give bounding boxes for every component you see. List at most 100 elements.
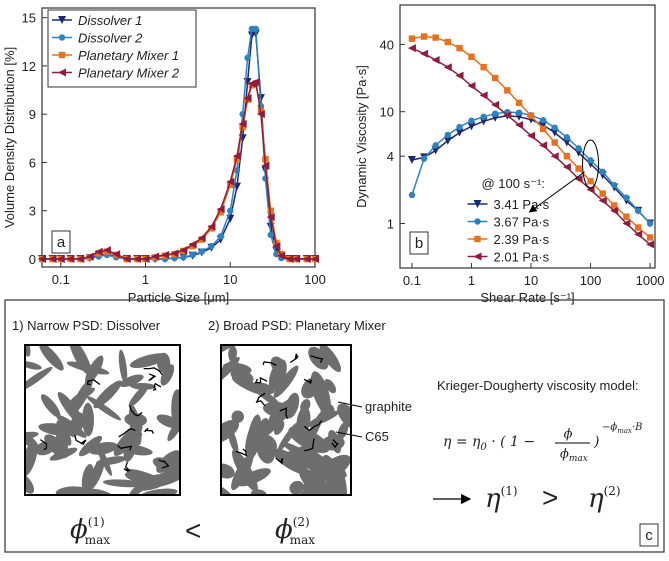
marker — [503, 111, 512, 120]
legend-label: 2.39 Pa·s — [494, 232, 550, 247]
legend-label: Planetary Mixer 1 — [78, 48, 179, 63]
particle — [232, 449, 258, 492]
marker — [527, 131, 536, 140]
marker — [456, 44, 463, 52]
marker — [267, 231, 274, 239]
carbon-black — [310, 355, 324, 363]
particle — [231, 376, 268, 396]
c65-label: C65 — [365, 429, 389, 444]
particle — [258, 434, 278, 453]
marker — [562, 138, 571, 147]
particle — [270, 356, 285, 373]
panel-frame — [4, 299, 665, 553]
marker — [468, 53, 475, 60]
graphite-label: graphite — [365, 399, 412, 414]
carbon-black — [143, 367, 163, 376]
particle — [78, 435, 103, 457]
carbon-black — [331, 439, 339, 449]
particle — [119, 374, 144, 387]
y-tick-label: 15 — [22, 11, 36, 26]
marker — [527, 112, 535, 119]
marker — [38, 254, 46, 263]
marker — [94, 247, 103, 256]
marker — [479, 91, 488, 100]
formula-part: · ( 1 − — [487, 434, 535, 450]
marker — [272, 242, 281, 251]
x-axis-label: Shear Rate [s⁻¹] — [480, 290, 574, 305]
particle — [40, 394, 61, 418]
marker — [634, 230, 643, 239]
carbon-black — [118, 428, 136, 438]
particle — [25, 361, 42, 370]
carbon-black — [158, 459, 170, 469]
panel-label-box — [639, 523, 659, 547]
marker — [311, 254, 319, 263]
panel-label-box — [409, 231, 429, 255]
carbon-black — [117, 445, 133, 451]
marker — [473, 200, 482, 208]
marker — [444, 38, 451, 46]
marker — [198, 248, 205, 255]
marker — [277, 251, 286, 260]
particle — [289, 480, 304, 495]
formula-den: ϕmax — [560, 447, 588, 464]
marker — [420, 33, 428, 40]
marker — [551, 139, 558, 146]
chart: 0.1 1 10 100 1000 1 4 10 40 Shear Rate [s⁻¹] Dynam… — [354, 4, 665, 305]
marker — [623, 194, 630, 201]
particle — [82, 402, 94, 437]
marker — [233, 167, 241, 174]
marker — [233, 156, 241, 163]
sup: (2) — [293, 515, 310, 529]
marker — [562, 163, 571, 172]
sub: max — [290, 533, 316, 547]
carbon-black — [254, 376, 268, 384]
marker — [207, 222, 216, 231]
marker — [468, 117, 475, 124]
marker — [102, 246, 111, 255]
marker — [226, 177, 235, 186]
particle — [309, 441, 328, 453]
x-tick-label: 1 — [142, 272, 149, 287]
marker — [161, 250, 170, 259]
marker — [420, 49, 429, 58]
marker — [599, 190, 606, 197]
particle — [171, 389, 180, 433]
marker — [515, 99, 523, 107]
particle — [55, 486, 91, 495]
particle — [25, 431, 39, 440]
marker — [122, 254, 131, 263]
marker — [179, 246, 188, 255]
marker — [563, 134, 571, 141]
marker — [646, 220, 654, 227]
marker — [407, 44, 416, 53]
marker — [634, 224, 642, 231]
formula-part: 0 — [480, 442, 487, 453]
marker — [66, 254, 75, 263]
marker — [474, 235, 481, 243]
marker — [587, 177, 594, 185]
particle — [282, 442, 321, 465]
marker — [197, 234, 206, 243]
particle — [81, 464, 94, 493]
legend-title: @ 100 s⁻¹: — [482, 176, 545, 191]
formula-part: max — [617, 427, 632, 435]
marker — [133, 254, 142, 263]
carbon-black — [235, 448, 248, 457]
marker — [151, 252, 160, 261]
marker — [58, 51, 66, 59]
panel-label-box — [51, 230, 71, 254]
x-axis-label: Particle Size [μm] — [128, 290, 229, 305]
particle — [25, 441, 38, 478]
marker — [474, 218, 481, 225]
carbon-black — [74, 435, 87, 445]
marker — [58, 34, 66, 41]
marker — [443, 136, 452, 145]
marker — [302, 254, 311, 263]
marker — [575, 165, 582, 172]
formula-num: ϕ — [564, 427, 573, 442]
legend-label: 3.67 Pa·s — [494, 215, 550, 230]
marker — [574, 175, 583, 184]
phi-2: ϕ(2) max — [275, 515, 315, 547]
